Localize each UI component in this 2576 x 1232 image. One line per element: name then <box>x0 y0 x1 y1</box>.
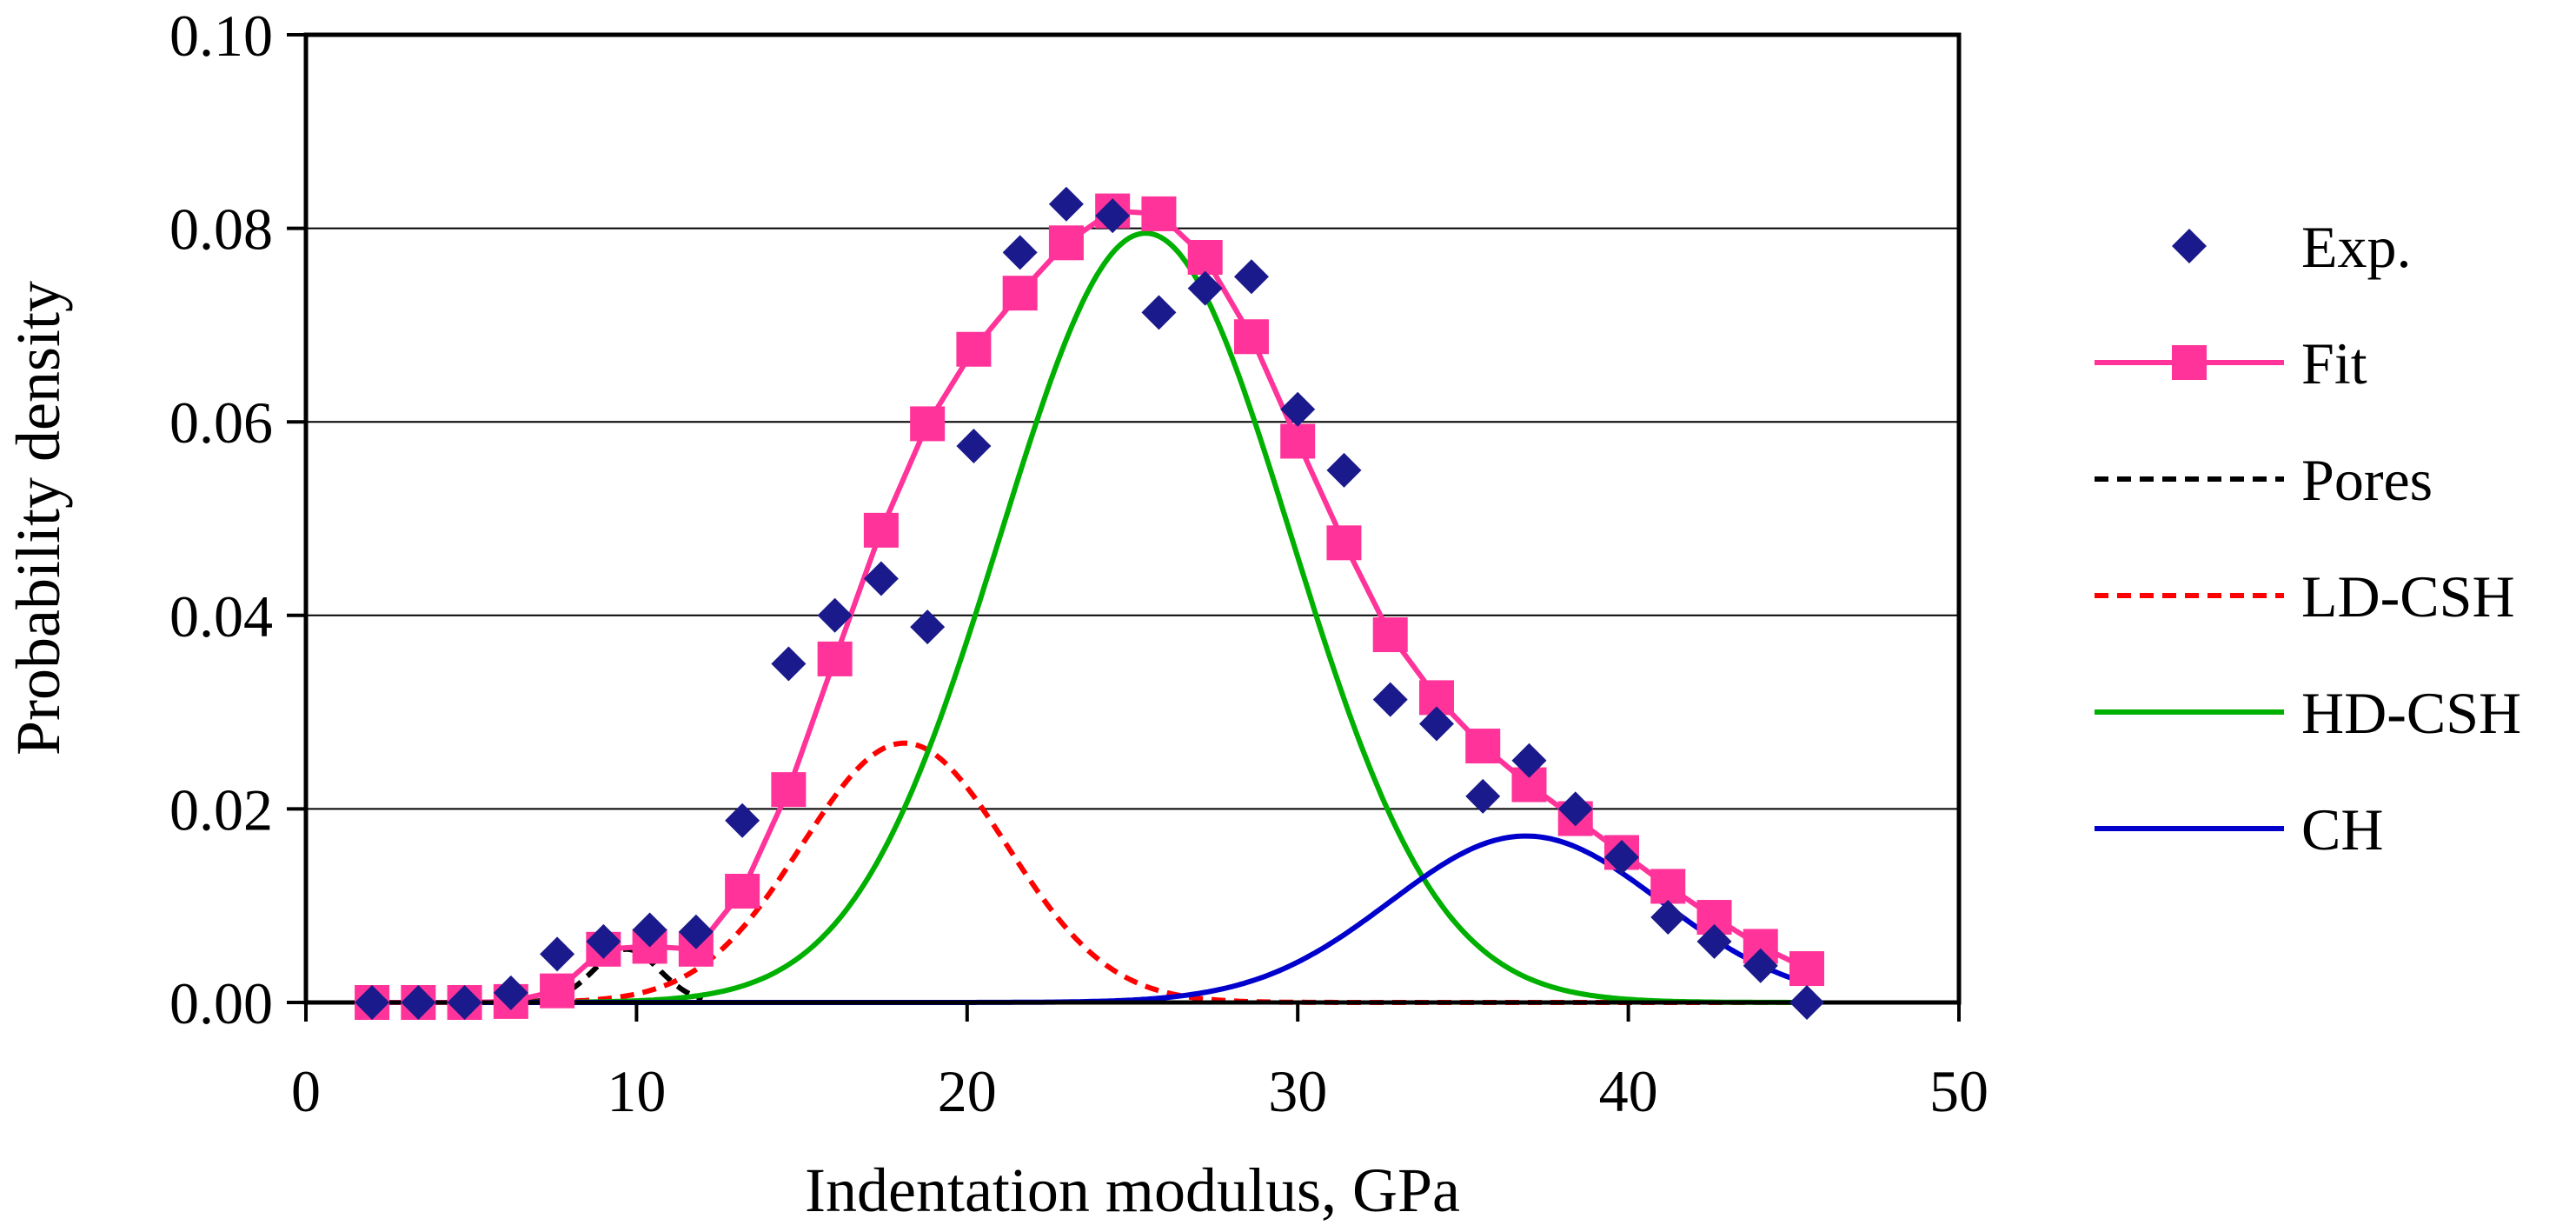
legend-label: CH <box>2301 796 2383 862</box>
exp-marker <box>1002 235 1038 270</box>
exp-marker <box>1326 452 1362 488</box>
exp-marker <box>1048 186 1084 222</box>
x-axis-title: Indentation modulus, GPa <box>805 1155 1460 1225</box>
fit-marker <box>1141 196 1177 231</box>
exp-marker <box>1372 682 1408 717</box>
exp-marker <box>1650 900 1686 936</box>
data-markers <box>355 186 1825 1020</box>
y-tick-label: 0.00 <box>169 970 273 1036</box>
x-tick-label: 30 <box>1268 1058 1327 1124</box>
exp-marker <box>725 802 760 838</box>
exp-marker <box>493 975 528 1010</box>
fit-marker <box>1465 729 1501 764</box>
series-line-ch <box>372 833 1808 1005</box>
legend-label: Pores <box>2301 447 2433 513</box>
exp-marker <box>1511 743 1547 778</box>
y-tick-label: 0.06 <box>169 390 273 456</box>
x-tick-label: 10 <box>607 1058 666 1124</box>
x-tick-label: 50 <box>1929 1058 1988 1124</box>
exp-marker <box>910 609 946 645</box>
axes: 0.00 0.02 0.04 0.06 0.08 0.10 0 10 20 30 40 50 <box>169 3 1988 1124</box>
fit-marker <box>1280 423 1316 459</box>
x-tick-label: 40 <box>1599 1058 1658 1124</box>
exp-marker <box>1696 923 1732 959</box>
y-tick-label: 0.10 <box>169 3 273 69</box>
fit-marker <box>1326 525 1362 561</box>
exp-marker <box>678 914 714 949</box>
exp-marker <box>401 985 436 1020</box>
legend-label: LD-CSH <box>2301 563 2515 629</box>
legend-item-hd-csh: HD-CSH <box>2095 680 2521 746</box>
x-tick-label: 0 <box>291 1058 321 1124</box>
fit-marker <box>1789 951 1825 987</box>
legend-swatch-marker <box>2172 345 2207 380</box>
exp-marker <box>1141 295 1177 330</box>
exp-marker <box>1187 270 1223 306</box>
fit-marker <box>540 973 575 1009</box>
exp-marker <box>586 923 621 959</box>
legend-item-ld-csh: LD-CSH <box>2095 563 2515 629</box>
fit-marker <box>1048 225 1084 261</box>
plot-series <box>372 208 1809 1005</box>
y-axis-title: Probability density <box>3 281 73 756</box>
exp-marker <box>447 985 482 1020</box>
fit-marker <box>1187 239 1223 275</box>
legend: Exp. Fit Pores LD-CSH HD-CSH CH <box>2095 214 2521 862</box>
exp-marker <box>817 597 853 633</box>
fit-marker <box>725 874 760 909</box>
y-tick-label: 0.02 <box>169 776 273 842</box>
exp-marker <box>1280 391 1316 427</box>
fit-marker <box>817 641 853 676</box>
fit-marker <box>1233 319 1269 355</box>
exp-marker <box>956 429 992 464</box>
exp-marker <box>355 985 390 1020</box>
fit-marker <box>1002 276 1038 311</box>
exp-marker <box>540 936 575 972</box>
exp-marker <box>771 646 807 682</box>
legend-item-pores: Pores <box>2095 447 2433 513</box>
exp-marker <box>1603 840 1639 876</box>
fit-marker <box>956 331 992 367</box>
legend-item-ch: CH <box>2095 796 2383 862</box>
fit-marker <box>771 772 807 808</box>
exp-marker <box>1418 706 1454 742</box>
y-tick-label: 0.04 <box>169 583 273 649</box>
exp-marker <box>1789 985 1825 1020</box>
series-line-fit <box>372 208 1809 1005</box>
legend-label: Exp. <box>2301 214 2412 280</box>
exp-marker <box>632 912 667 948</box>
x-tick-label: 20 <box>938 1058 997 1124</box>
grid-lines <box>306 227 1959 810</box>
legend-item-fit: Fit <box>2095 330 2367 396</box>
fit-marker <box>1372 617 1408 653</box>
exp-marker <box>1233 259 1269 295</box>
exp-marker <box>1557 791 1593 827</box>
exp-marker <box>863 561 899 596</box>
fit-marker <box>1650 869 1686 904</box>
legend-label: HD-CSH <box>2301 680 2521 746</box>
series-line-hd-csh <box>372 230 1794 1005</box>
legend-item-exp-: Exp. <box>2172 214 2412 280</box>
legend-swatch <box>2172 229 2207 263</box>
fit-marker <box>910 406 946 442</box>
fit-marker <box>863 512 899 548</box>
exp-marker <box>1465 778 1501 814</box>
exp-marker <box>1095 198 1131 234</box>
legend-label: Fit <box>2301 330 2367 396</box>
plot-area-frame <box>303 32 1962 1005</box>
exp-marker <box>1743 948 1778 983</box>
y-tick-label: 0.08 <box>169 196 273 263</box>
